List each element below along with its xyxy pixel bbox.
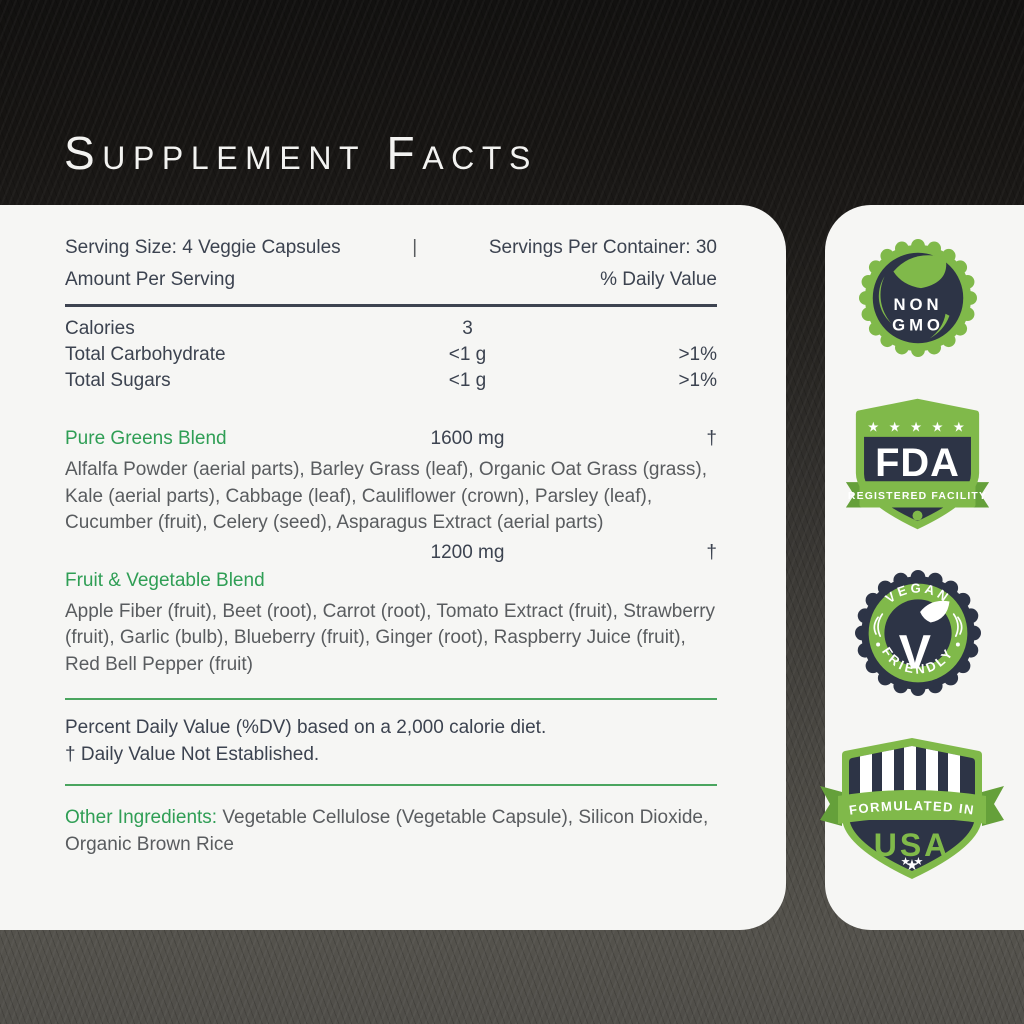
ornament-dot-left [875,642,880,647]
footnote-dagger: † Daily Value Not Established. [65,744,320,765]
nutrient-dv [575,316,717,342]
ribbon-band [859,480,976,508]
footnotes: Percent Daily Value (%DV) based on a 2,0… [65,714,717,768]
nutrient-amount: <1 g [448,370,487,391]
stripes [859,745,960,798]
ribbon-band [837,789,986,824]
blend-amount-row-fruit-veg: 1200 mg † [65,540,717,566]
table-row: Total Carbohydrate <1 g >1% [65,342,717,368]
usa-banner-text-wrap: FORMULATED IN [848,798,976,818]
shield-dot [912,510,923,521]
ribbon-tail-left [819,785,842,826]
usa-star-big: ★ [905,857,918,874]
ribbon-tail-right [981,785,1004,826]
blend-row-pure-greens: Pure Greens Blend 1600 mg † [65,426,717,452]
nutrient-dv: >1% [678,370,717,391]
serving-size: Serving Size: 4 Veggie Capsules [65,237,341,258]
vegan-v-letter: V [898,626,930,680]
footnote-dv: Percent Daily Value (%DV) based on a 2,0… [65,717,547,738]
fda-registered-badge-icon: ★ ★ ★ ★ ★ FDA REGISTERED FACILITY [845,398,990,529]
leaf-icon [892,255,946,289]
fda-title: FDA [875,440,960,484]
footnote-divider-top [65,698,717,700]
footnote-divider-bottom [65,784,717,786]
ornament-leaves [872,613,963,638]
other-ingredients-text: Vegetable Cellulose (Vegetable Capsule),… [65,807,709,855]
blend-amount: 1200 mg [430,541,505,563]
badge-sidebar: NON GMO ★ ★ ★ ★ ★ FDA REGISTERED FACILIT… [819,205,1024,930]
blend-name: Fruit & Vegetable Blend [65,569,265,591]
fda-stars: ★ ★ ★ ★ ★ [867,419,967,434]
table-row: Total Sugars <1 g >1% [65,368,717,394]
amount-per-serving-header: Amount Per Serving [65,269,236,290]
daily-value-header: % Daily Value [600,269,717,290]
nutrient-label: Total Carbohydrate [65,344,226,365]
serving-separator: | [412,237,418,258]
blend-dv-dagger: † [706,541,717,563]
blend-ingredients: Alfalfa Powder (aerial parts), Barley Gr… [65,459,707,533]
vegan-leaf-icon [919,601,949,623]
nutrient-dv: >1% [678,344,717,365]
usa-stars-small: ★ ★ [900,856,923,868]
formulated-in-usa-badge-icon: FORMULATED IN USA ★ ★ ★ [819,737,1004,879]
fda-subtitle: REGISTERED FACILITY [848,491,987,502]
blend-dv-dagger: † [706,428,717,449]
other-ingredients-label: Other Ingredients: [65,807,218,828]
usa-title: USA [873,827,950,863]
shield-interior [848,745,975,871]
nutrient-rows: Calories 3 Total Carbohydrate <1 g >1% T… [65,316,717,394]
column-header-row: Amount Per Serving % Daily Value [65,269,717,291]
nutrient-label: Total Sugars [65,370,171,391]
other-ingredients: Other Ingredients: Vegetable Cellulose (… [65,804,717,858]
leaf-swoosh-right-icon [929,313,949,339]
nutrient-amount: 3 [462,318,473,339]
blend-ingredients: Apple Fiber (fruit), Beet (root), Carrot… [65,600,716,675]
supplement-facts-panel: Serving Size: 4 Veggie Capsules | Servin… [0,205,786,930]
non-gmo-text-line1: NON [893,295,942,314]
table-row: Calories 3 [65,316,717,342]
nutrient-amount: <1 g [448,344,487,365]
serving-row: Serving Size: 4 Veggie Capsules | Servin… [65,237,717,259]
blend-name: Pure Greens Blend [65,428,227,449]
blend-label-empty [65,540,360,566]
page-title: Supplement Facts [64,127,538,179]
non-gmo-badge-icon: NON GMO [858,239,977,357]
ornament-dot-right [955,642,960,647]
non-gmo-text-line2: GMO [892,315,944,334]
nutrient-label: Calories [65,318,135,339]
blend-amount: 1600 mg [430,428,505,449]
vegan-friendly-badge-icon: VEGAN FRIENDLY V [854,570,981,697]
header-divider [65,304,717,307]
usa-banner-text: FORMULATED IN [848,798,974,818]
servings-per-container: Servings Per Container: 30 [488,237,717,258]
